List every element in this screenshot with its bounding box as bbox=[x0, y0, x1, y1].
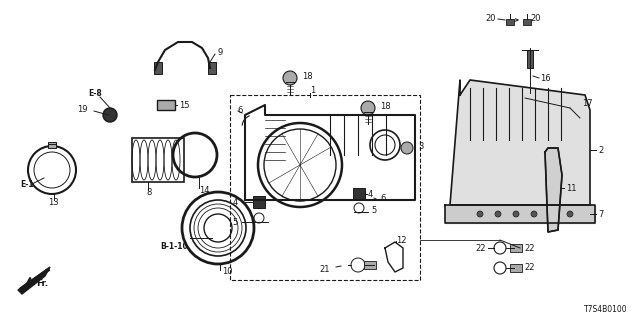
Circle shape bbox=[495, 211, 501, 217]
Bar bbox=[506, 19, 514, 25]
Text: 20: 20 bbox=[530, 13, 541, 22]
Text: 20: 20 bbox=[486, 13, 496, 22]
Text: 1: 1 bbox=[310, 85, 316, 94]
Text: 11: 11 bbox=[566, 183, 577, 193]
Text: 4: 4 bbox=[233, 197, 238, 206]
Text: 5: 5 bbox=[233, 218, 238, 227]
Text: 12: 12 bbox=[396, 236, 406, 244]
Polygon shape bbox=[545, 148, 562, 232]
Text: B-1-10: B-1-10 bbox=[160, 242, 188, 251]
Circle shape bbox=[513, 211, 519, 217]
Text: 13: 13 bbox=[48, 197, 59, 206]
Circle shape bbox=[401, 142, 413, 154]
Circle shape bbox=[549, 211, 555, 217]
Text: 15: 15 bbox=[179, 100, 189, 109]
Polygon shape bbox=[18, 267, 50, 294]
Polygon shape bbox=[450, 80, 590, 205]
Bar bbox=[510, 244, 522, 252]
Text: E-8: E-8 bbox=[88, 89, 102, 98]
Text: 17: 17 bbox=[582, 99, 593, 108]
Text: 10: 10 bbox=[222, 268, 232, 276]
Text: 7: 7 bbox=[598, 210, 604, 219]
Text: 16: 16 bbox=[540, 74, 550, 83]
Text: 21: 21 bbox=[319, 265, 330, 274]
Bar bbox=[208, 62, 216, 74]
Bar bbox=[527, 50, 533, 68]
Circle shape bbox=[361, 101, 375, 115]
Bar bbox=[510, 264, 522, 272]
Text: 22: 22 bbox=[524, 244, 534, 252]
Text: 4: 4 bbox=[368, 189, 373, 198]
Text: T7S4B0100: T7S4B0100 bbox=[584, 305, 628, 314]
Text: 22: 22 bbox=[524, 263, 534, 273]
Bar bbox=[132, 138, 184, 182]
Text: 8: 8 bbox=[146, 188, 152, 196]
Bar bbox=[157, 100, 175, 110]
Circle shape bbox=[477, 211, 483, 217]
Circle shape bbox=[283, 71, 297, 85]
Text: 5: 5 bbox=[371, 205, 376, 214]
Text: 19: 19 bbox=[77, 105, 88, 114]
Text: 18: 18 bbox=[302, 71, 312, 81]
Bar bbox=[253, 196, 265, 208]
Bar bbox=[230, 95, 420, 280]
Circle shape bbox=[531, 211, 537, 217]
Text: Fr.: Fr. bbox=[36, 279, 48, 289]
Polygon shape bbox=[445, 205, 595, 223]
Text: 3: 3 bbox=[418, 141, 424, 150]
Circle shape bbox=[103, 108, 117, 122]
Text: 9: 9 bbox=[217, 47, 222, 57]
Text: 22: 22 bbox=[476, 244, 486, 252]
Text: 14: 14 bbox=[199, 186, 209, 195]
Bar bbox=[364, 261, 376, 269]
Bar bbox=[523, 19, 531, 25]
Text: 6: 6 bbox=[237, 106, 243, 115]
Text: 6: 6 bbox=[380, 194, 385, 203]
Bar bbox=[353, 188, 365, 200]
Text: 2: 2 bbox=[598, 146, 604, 155]
Circle shape bbox=[567, 211, 573, 217]
Text: E-1: E-1 bbox=[20, 180, 34, 188]
Bar bbox=[48, 142, 56, 148]
Text: 18: 18 bbox=[380, 101, 390, 110]
Bar bbox=[154, 62, 162, 74]
